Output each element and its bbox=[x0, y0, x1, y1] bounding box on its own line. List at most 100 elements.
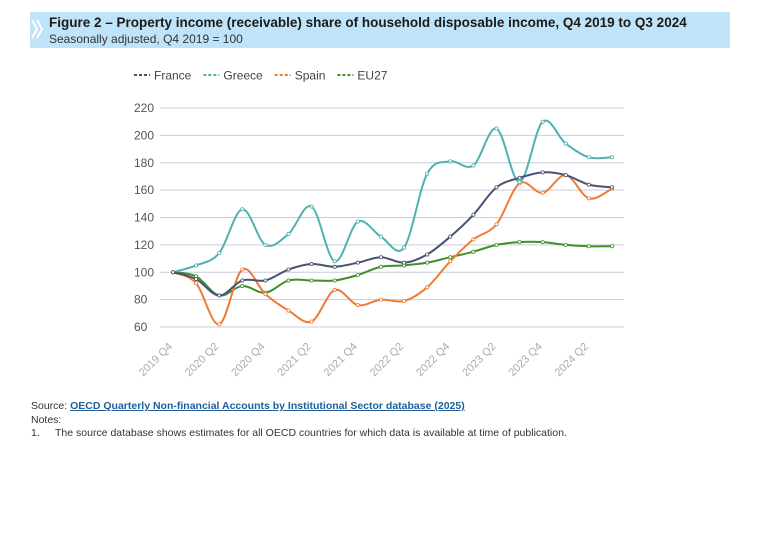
data-point-greece bbox=[240, 207, 245, 212]
data-point-greece bbox=[471, 163, 476, 168]
data-point-france bbox=[170, 270, 175, 275]
data-point-spain bbox=[378, 297, 383, 302]
chevron-right-icon bbox=[31, 19, 44, 39]
data-point-spain bbox=[471, 237, 476, 242]
data-point-eu27 bbox=[494, 242, 499, 247]
data-point-eu27 bbox=[425, 260, 430, 265]
data-point-eu27 bbox=[540, 240, 545, 245]
x-tick-label: 2019 Q4 bbox=[137, 341, 175, 379]
data-point-france bbox=[540, 170, 545, 175]
data-point-france bbox=[332, 264, 337, 269]
data-point-eu27 bbox=[286, 278, 291, 283]
series-line-greece bbox=[172, 119, 613, 274]
footer: Source: OECD Quarterly Non-financial Acc… bbox=[31, 400, 567, 441]
data-point-france bbox=[563, 173, 568, 178]
data-point-eu27 bbox=[586, 244, 591, 249]
data-point-spain bbox=[286, 308, 291, 313]
data-point-france bbox=[494, 185, 499, 190]
x-tick-label: 2022 Q4 bbox=[414, 341, 452, 379]
data-point-france bbox=[448, 234, 453, 239]
data-point-greece bbox=[540, 119, 545, 124]
data-point-spain bbox=[448, 259, 453, 264]
x-tick-label: 2021 Q2 bbox=[275, 341, 313, 379]
y-tick-label: 220 bbox=[134, 101, 154, 115]
legend-label-greece: Greece bbox=[223, 69, 263, 83]
data-point-eu27 bbox=[448, 255, 453, 260]
data-point-france bbox=[286, 267, 291, 272]
data-point-greece bbox=[217, 251, 222, 256]
data-point-greece bbox=[263, 242, 268, 247]
figure-subtitle: Seasonally adjusted, Q4 2019 = 100 bbox=[49, 32, 243, 46]
data-point-eu27 bbox=[378, 264, 383, 269]
data-point-greece bbox=[494, 126, 499, 131]
y-tick-label: 200 bbox=[134, 128, 154, 142]
y-tick-label: 140 bbox=[134, 211, 154, 225]
data-point-spain bbox=[217, 322, 222, 327]
data-point-eu27 bbox=[517, 240, 522, 245]
data-point-eu27 bbox=[355, 272, 360, 277]
y-tick-label: 120 bbox=[134, 238, 154, 252]
data-point-spain bbox=[263, 292, 268, 297]
data-point-greece bbox=[586, 155, 591, 160]
data-point-greece bbox=[517, 179, 522, 184]
data-point-spain bbox=[309, 319, 314, 324]
data-point-eu27 bbox=[309, 278, 314, 283]
data-point-france bbox=[240, 278, 245, 283]
data-point-greece bbox=[286, 231, 291, 236]
data-point-france bbox=[517, 175, 522, 180]
data-point-spain bbox=[540, 190, 545, 195]
data-point-greece bbox=[194, 263, 199, 268]
figure-title: Figure 2 – Property income (receivable) … bbox=[49, 15, 687, 30]
source-label: Source: bbox=[31, 400, 68, 412]
y-tick-label: 60 bbox=[134, 320, 148, 334]
data-point-spain bbox=[332, 288, 337, 293]
data-point-france bbox=[194, 277, 199, 282]
data-point-spain bbox=[240, 267, 245, 272]
data-point-greece bbox=[309, 204, 314, 209]
data-point-eu27 bbox=[240, 283, 245, 288]
y-tick-label: 160 bbox=[134, 183, 154, 197]
x-tick-label: 2020 Q2 bbox=[183, 341, 221, 379]
data-point-greece bbox=[425, 171, 430, 176]
data-point-france bbox=[471, 212, 476, 217]
data-point-france bbox=[355, 260, 360, 265]
data-point-spain bbox=[494, 222, 499, 227]
figure-header: Figure 2 – Property income (receivable) … bbox=[30, 12, 730, 48]
data-point-greece bbox=[563, 141, 568, 146]
data-point-france bbox=[217, 293, 222, 298]
data-point-spain bbox=[355, 303, 360, 308]
data-point-france bbox=[263, 278, 268, 283]
data-point-france bbox=[402, 260, 407, 265]
x-tick-label: 2022 Q2 bbox=[368, 341, 406, 379]
data-point-greece bbox=[332, 259, 337, 264]
data-point-spain bbox=[194, 281, 199, 286]
data-point-france bbox=[378, 255, 383, 260]
source-link[interactable]: OECD Quarterly Non-financial Accounts by… bbox=[70, 400, 465, 412]
data-point-spain bbox=[425, 285, 430, 290]
y-tick-label: 100 bbox=[134, 265, 154, 279]
y-tick-label: 180 bbox=[134, 156, 154, 170]
data-point-spain bbox=[586, 196, 591, 201]
data-point-spain bbox=[402, 298, 407, 303]
line-chart: 60 80 100 120 140 160 180 200 220 2019 Q4 2020 Q2 2… bbox=[134, 69, 624, 379]
x-tick-label: 2021 Q4 bbox=[322, 341, 360, 379]
x-tick-label: 2023 Q4 bbox=[506, 341, 544, 379]
series-line-spain bbox=[172, 174, 613, 326]
data-point-eu27 bbox=[332, 278, 337, 283]
source-line: Source: OECD Quarterly Non-financial Acc… bbox=[31, 400, 567, 414]
series-line-eu27 bbox=[172, 240, 613, 297]
y-tick-label: 80 bbox=[134, 293, 148, 307]
data-point-greece bbox=[448, 159, 453, 164]
x-tick-label: 2024 Q2 bbox=[553, 341, 591, 379]
data-point-france bbox=[586, 182, 591, 187]
data-point-eu27 bbox=[610, 244, 615, 249]
data-point-greece bbox=[355, 219, 360, 224]
data-point-greece bbox=[378, 234, 383, 239]
note-number: 1. bbox=[31, 427, 40, 439]
data-point-greece bbox=[610, 155, 615, 160]
data-point-eu27 bbox=[563, 242, 568, 247]
note-text: The source database shows estimates for … bbox=[55, 427, 567, 439]
legend-label-eu27: EU27 bbox=[357, 69, 387, 83]
note-item: 1. The source database shows estimates fo… bbox=[31, 427, 567, 441]
legend-label-france: France bbox=[154, 69, 192, 83]
